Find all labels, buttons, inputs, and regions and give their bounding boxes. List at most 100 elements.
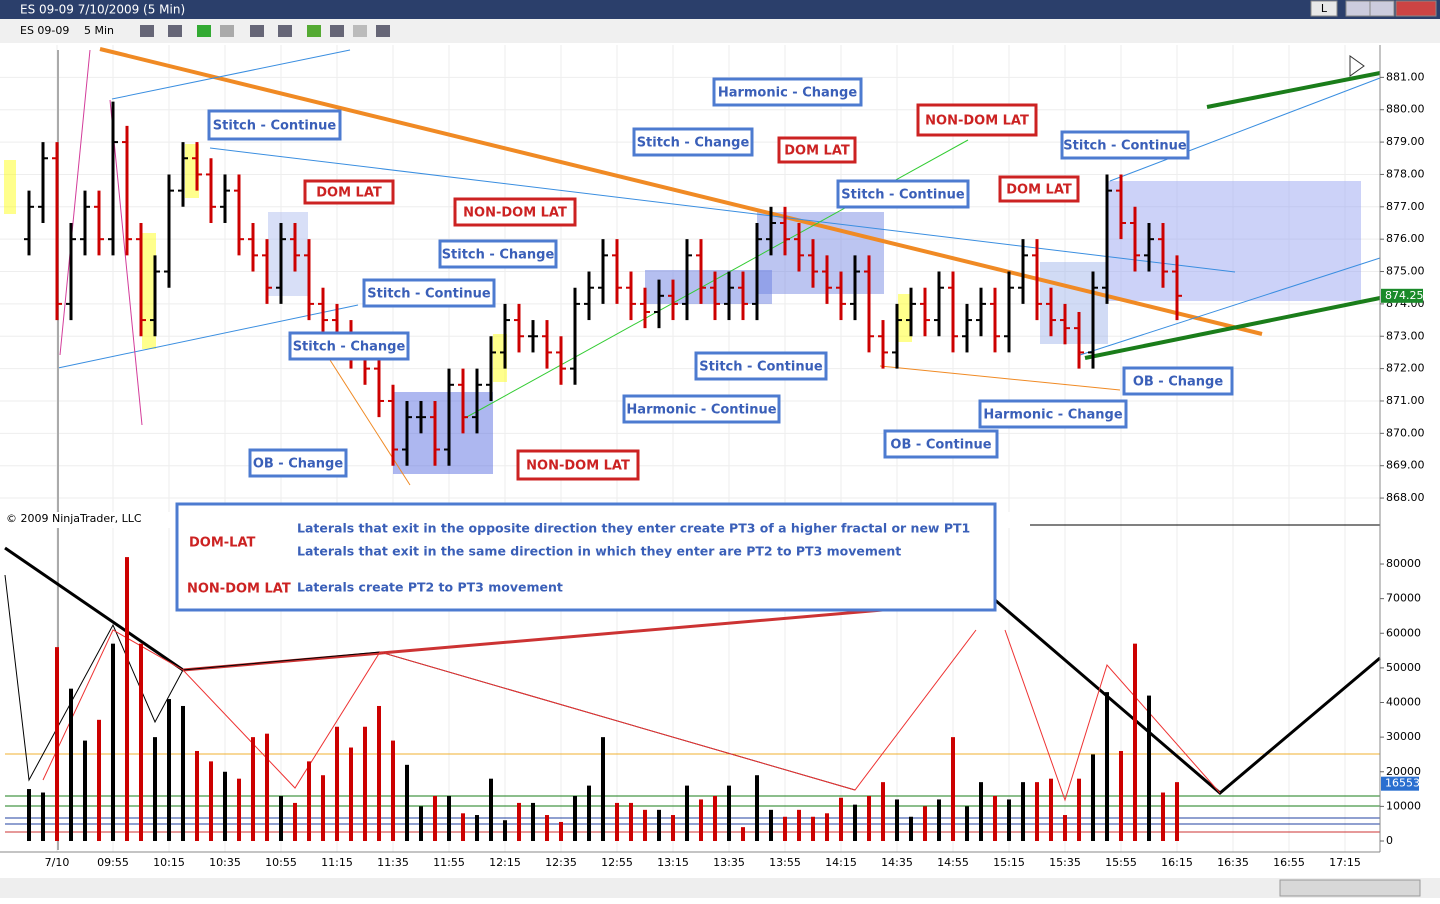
zone [898, 294, 912, 342]
trendline [1109, 77, 1381, 182]
volume-bar [797, 809, 801, 841]
legend-dom-label: DOM-LAT [189, 536, 256, 551]
volume-bar [517, 802, 521, 841]
volume-bar [363, 726, 367, 841]
annotation-label: NON-DOM LAT [463, 206, 567, 221]
y-tick-label: 50000 [1386, 661, 1421, 674]
trendline [1084, 296, 1381, 360]
annotation-label: Stitch - Continue [841, 188, 965, 203]
annotation-label: OB - Change [1133, 375, 1224, 390]
zigzag [182, 600, 977, 672]
y-tick-label: 881.00 [1386, 70, 1425, 83]
y-tick-label: 872.00 [1386, 362, 1425, 375]
volume-bar [181, 705, 185, 841]
legend-text: Laterals create PT2 to PT3 movement [297, 580, 563, 595]
copyright: © 2009 NinjaTrader, LLC [6, 512, 142, 525]
zigzag [42, 629, 977, 791]
trendline [879, 365, 1121, 391]
minimize[interactable] [1345, 0, 1371, 17]
volume-bar [825, 813, 829, 841]
icon[interactable] [140, 25, 154, 37]
volume-bar [447, 795, 451, 841]
volume-bar [139, 643, 143, 841]
icon[interactable] [168, 25, 182, 37]
icon[interactable] [250, 25, 264, 37]
icon[interactable] [220, 25, 234, 37]
volume-bar [1147, 695, 1151, 841]
scroll-end-button[interactable] [1349, 55, 1365, 77]
volume-bar [643, 809, 647, 841]
volume-bar [461, 813, 465, 841]
instrument-select[interactable]: ES 09-09 [20, 24, 69, 37]
legend-box [175, 502, 997, 612]
volume-bar [83, 740, 87, 841]
icon[interactable] [278, 25, 292, 37]
volume-bar [839, 797, 843, 841]
annotation-label: Stitch - Continue [699, 360, 823, 375]
x-tick-label: 7/10 [45, 856, 70, 869]
volume-bar [741, 827, 745, 841]
y-tick-label: 60000 [1386, 626, 1421, 639]
volume-bar [433, 795, 437, 841]
y-tick-label: 875.00 [1386, 265, 1425, 278]
annotation-label: Stitch - Continue [213, 119, 337, 134]
trendline [111, 49, 351, 100]
volume-bar [377, 705, 381, 841]
annotation-label: Harmonic - Continue [626, 403, 776, 418]
lock-button[interactable] [1310, 0, 1338, 17]
maximize[interactable] [1369, 0, 1395, 17]
price-bars [24, 101, 1182, 466]
legend-nondom-label: NON-DOM LAT [187, 582, 291, 597]
y-tick-label: 880.00 [1386, 103, 1425, 116]
annotation-box [516, 449, 640, 481]
y-tick-label: 878.00 [1386, 167, 1425, 180]
volume-bar [713, 795, 717, 841]
x-tick-label: 14:55 [937, 856, 969, 869]
icon[interactable] [307, 25, 321, 37]
volume-bar [979, 782, 983, 841]
volume-bar [489, 778, 493, 841]
x-tick-label: 12:35 [545, 856, 577, 869]
x-tick-label: 12:55 [601, 856, 633, 869]
legend-text: Laterals that exit in the same direction… [297, 544, 901, 559]
icon[interactable] [197, 25, 211, 37]
trendline [99, 47, 1263, 336]
volume-bar [391, 740, 395, 841]
volume-bar [559, 821, 563, 841]
toolbar-icons [140, 25, 390, 37]
annotation-box [998, 175, 1080, 203]
volume-bar [1161, 792, 1165, 841]
scroll-thumb[interactable] [1279, 879, 1421, 897]
y-tick-label: 879.00 [1386, 135, 1425, 148]
y-tick-label: 869.00 [1386, 459, 1425, 472]
annotation-box [883, 429, 999, 459]
icon[interactable] [330, 25, 344, 37]
lock-button-label[interactable]: L [1321, 2, 1328, 15]
volume-bar [335, 726, 339, 841]
axes: 881.00 880.00 879.00 878.00 877.00 876.00 875.… [45, 70, 1425, 869]
volume-bar [265, 733, 269, 841]
annotation-label: OB - Change [253, 457, 344, 472]
x-tick-label: 14:35 [881, 856, 913, 869]
volume-bar [69, 688, 73, 841]
trendline [1206, 71, 1381, 109]
annotation-box [694, 351, 828, 381]
annotation-box [288, 331, 410, 361]
close[interactable] [1395, 0, 1437, 17]
x-tick-label: 11:55 [433, 856, 465, 869]
annotation-box [777, 136, 857, 164]
scrollbar[interactable] [0, 878, 1440, 898]
trendline [209, 147, 1236, 273]
x-tick-label: 14:15 [825, 856, 857, 869]
volume-bar [475, 815, 479, 841]
volume-bar [307, 761, 311, 841]
icon[interactable] [353, 25, 367, 37]
y-tick-label: 30000 [1386, 730, 1421, 743]
volume-bar [405, 764, 409, 841]
icon[interactable] [376, 25, 390, 37]
annotation-label: Stitch - Change [442, 248, 555, 263]
interval-select[interactable]: 5 Min [84, 24, 114, 37]
volume-bar [699, 799, 703, 841]
annotations: Stitch - Continue DOM LAT NON-DOM LAT Stitc… [207, 77, 1234, 481]
